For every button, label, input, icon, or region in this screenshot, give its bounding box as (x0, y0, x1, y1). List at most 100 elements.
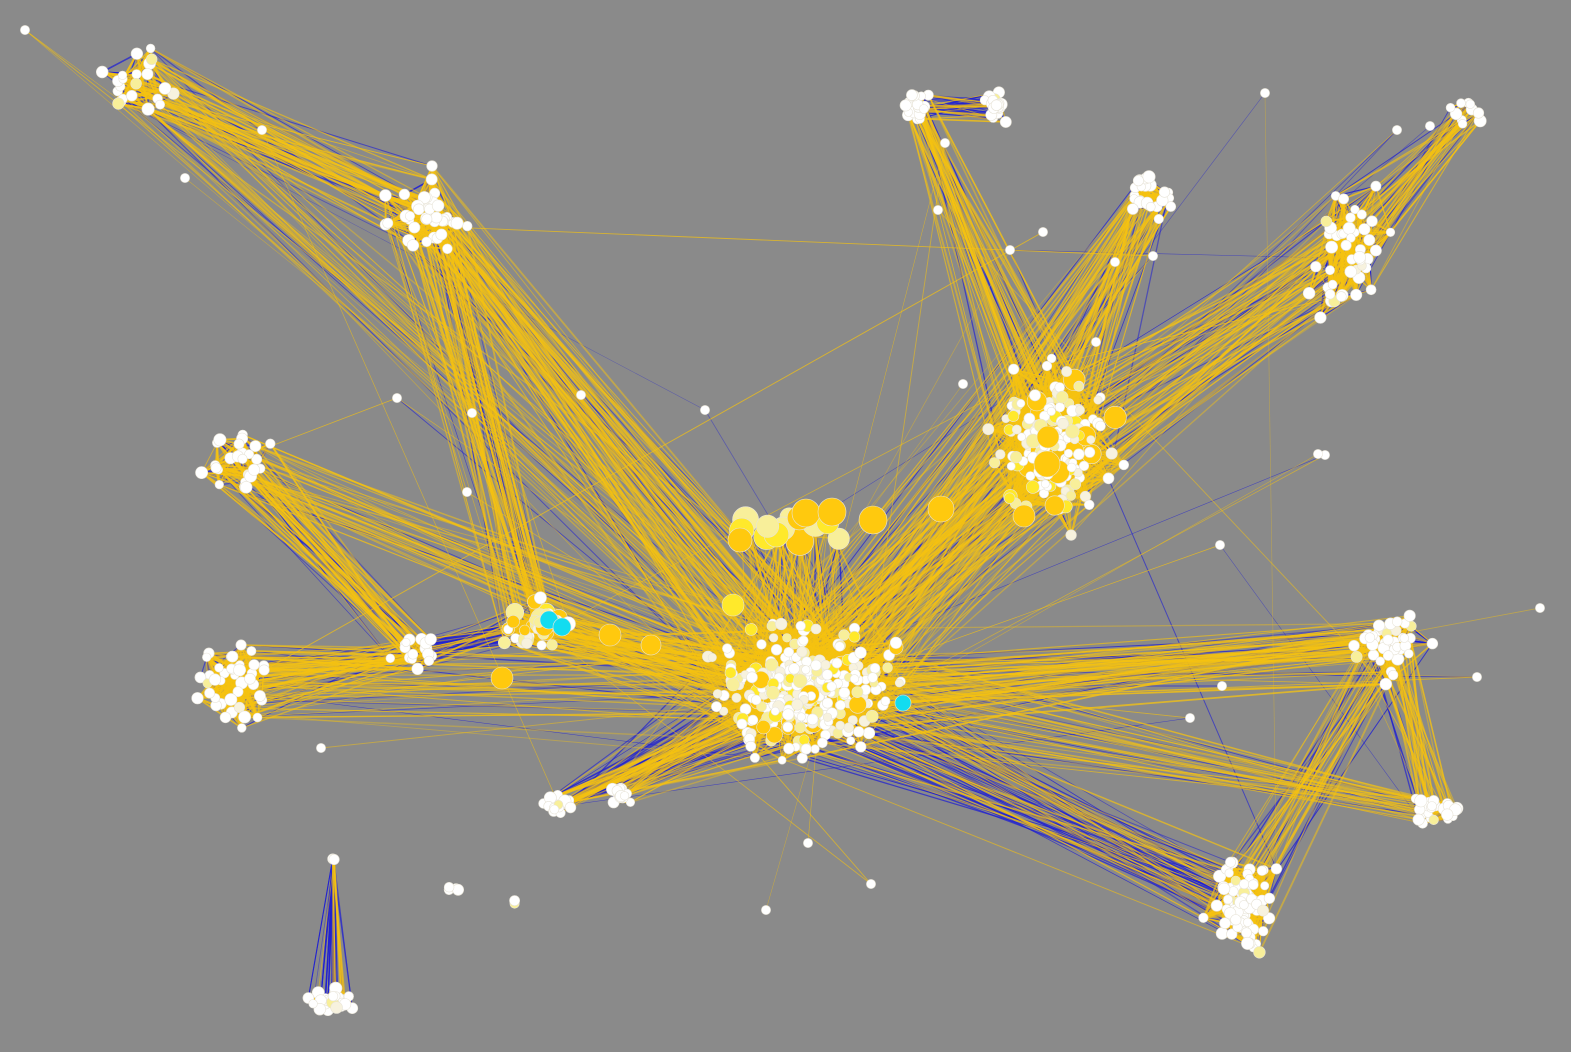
graph-node[interactable] (146, 53, 158, 65)
graph-node[interactable] (1217, 681, 1227, 691)
graph-node[interactable] (1102, 472, 1115, 485)
graph-node[interactable] (1046, 353, 1057, 364)
graph-node[interactable] (711, 701, 722, 713)
graph-node[interactable] (882, 662, 893, 673)
gold-hub-11[interactable] (490, 666, 514, 690)
graph-node[interactable] (204, 687, 215, 699)
graph-node[interactable] (746, 671, 758, 684)
graph-node[interactable] (408, 221, 421, 234)
graph-node[interactable] (443, 881, 455, 893)
graph-node[interactable] (1127, 203, 1139, 215)
graph-node[interactable] (1310, 261, 1322, 273)
cyan-node-3[interactable] (894, 694, 912, 712)
graph-node[interactable] (240, 481, 253, 494)
graph-node[interactable] (619, 791, 630, 801)
graph-node[interactable] (442, 243, 453, 255)
graph-node[interactable] (770, 706, 780, 716)
graph-node[interactable] (745, 740, 757, 752)
graph-node[interactable] (1382, 634, 1394, 646)
graph-node[interactable] (1017, 432, 1026, 442)
graph-node[interactable] (788, 662, 800, 675)
graph-node[interactable] (1185, 713, 1195, 723)
graph-node[interactable] (145, 43, 156, 54)
node-layer[interactable] (20, 25, 1545, 1016)
graph-node[interactable] (1342, 221, 1356, 235)
graph-node[interactable] (1346, 233, 1356, 243)
graph-node[interactable] (865, 709, 879, 723)
graph-node[interactable] (724, 666, 737, 679)
graph-node[interactable] (722, 643, 733, 654)
graph-node[interactable] (1118, 459, 1130, 471)
graph-node[interactable] (497, 636, 511, 650)
graph-node[interactable] (155, 99, 165, 110)
graph-node[interactable] (1260, 881, 1270, 891)
graph-node[interactable] (249, 440, 262, 452)
graph-node[interactable] (1110, 257, 1120, 267)
graph-node[interactable] (867, 672, 878, 683)
graph-node[interactable] (801, 665, 811, 675)
graph-node[interactable] (851, 686, 864, 698)
graph-node[interactable] (126, 89, 138, 102)
graph-node[interactable] (536, 640, 547, 651)
graph-node[interactable] (736, 718, 748, 730)
graph-node[interactable] (846, 736, 856, 745)
graph-node[interactable] (1356, 209, 1367, 220)
graph-node[interactable] (1007, 410, 1020, 422)
graph-node[interactable] (803, 838, 813, 848)
graph-node[interactable] (202, 652, 212, 662)
graph-node[interactable] (1363, 234, 1376, 246)
graph-node[interactable] (869, 662, 881, 674)
graph-node[interactable] (749, 752, 760, 763)
graph-node[interactable] (237, 723, 247, 733)
graph-node[interactable] (253, 690, 266, 702)
graph-node[interactable] (316, 743, 326, 753)
graph-node[interactable] (1313, 449, 1323, 459)
graph-node[interactable] (1073, 448, 1085, 461)
graph-node[interactable] (1219, 917, 1231, 930)
graph-node[interactable] (406, 239, 420, 252)
gold-hub-6[interactable] (1033, 450, 1061, 478)
graph-node[interactable] (1075, 405, 1085, 415)
graph-node[interactable] (251, 453, 263, 465)
graph-node[interactable] (237, 453, 248, 464)
graph-node[interactable] (747, 714, 759, 726)
gold-hub-4[interactable] (927, 495, 955, 523)
graph-node[interactable] (795, 620, 806, 632)
graph-node[interactable] (1044, 495, 1065, 516)
graph-node[interactable] (1153, 214, 1164, 225)
graph-node[interactable] (1023, 412, 1036, 425)
graph-node[interactable] (462, 487, 472, 497)
graph-node[interactable] (848, 630, 861, 643)
graph-node[interactable] (862, 726, 876, 740)
graph-node[interactable] (248, 463, 261, 476)
graph-node[interactable] (1382, 650, 1394, 661)
graph-node[interactable] (328, 991, 339, 1002)
graph-node[interactable] (519, 624, 531, 636)
graph-node[interactable] (1366, 215, 1378, 227)
graph-node[interactable] (1263, 892, 1275, 904)
graph-node[interactable] (1465, 99, 1476, 109)
graph-node[interactable] (1215, 540, 1225, 550)
graph-node[interactable] (392, 393, 402, 403)
graph-node[interactable] (224, 693, 238, 706)
graph-node[interactable] (1348, 639, 1360, 652)
graph-node[interactable] (1535, 603, 1545, 613)
graph-node[interactable] (835, 699, 846, 711)
graph-node[interactable] (1344, 265, 1357, 278)
graph-node[interactable] (1040, 479, 1050, 489)
graph-node[interactable] (1093, 395, 1103, 405)
graph-node[interactable] (1314, 311, 1327, 324)
graph-node[interactable] (810, 744, 820, 754)
graph-node[interactable] (1375, 656, 1385, 666)
graph-node[interactable] (112, 97, 125, 110)
graph-node[interactable] (1414, 794, 1428, 808)
graph-node[interactable] (407, 648, 419, 660)
graph-node[interactable] (756, 514, 780, 538)
graph-node[interactable] (1387, 669, 1399, 681)
graph-node[interactable] (1257, 904, 1269, 917)
graph-node[interactable] (1083, 499, 1095, 510)
graph-node[interactable] (1054, 382, 1065, 393)
graph-node[interactable] (214, 663, 224, 673)
graph-node[interactable] (1198, 912, 1209, 923)
